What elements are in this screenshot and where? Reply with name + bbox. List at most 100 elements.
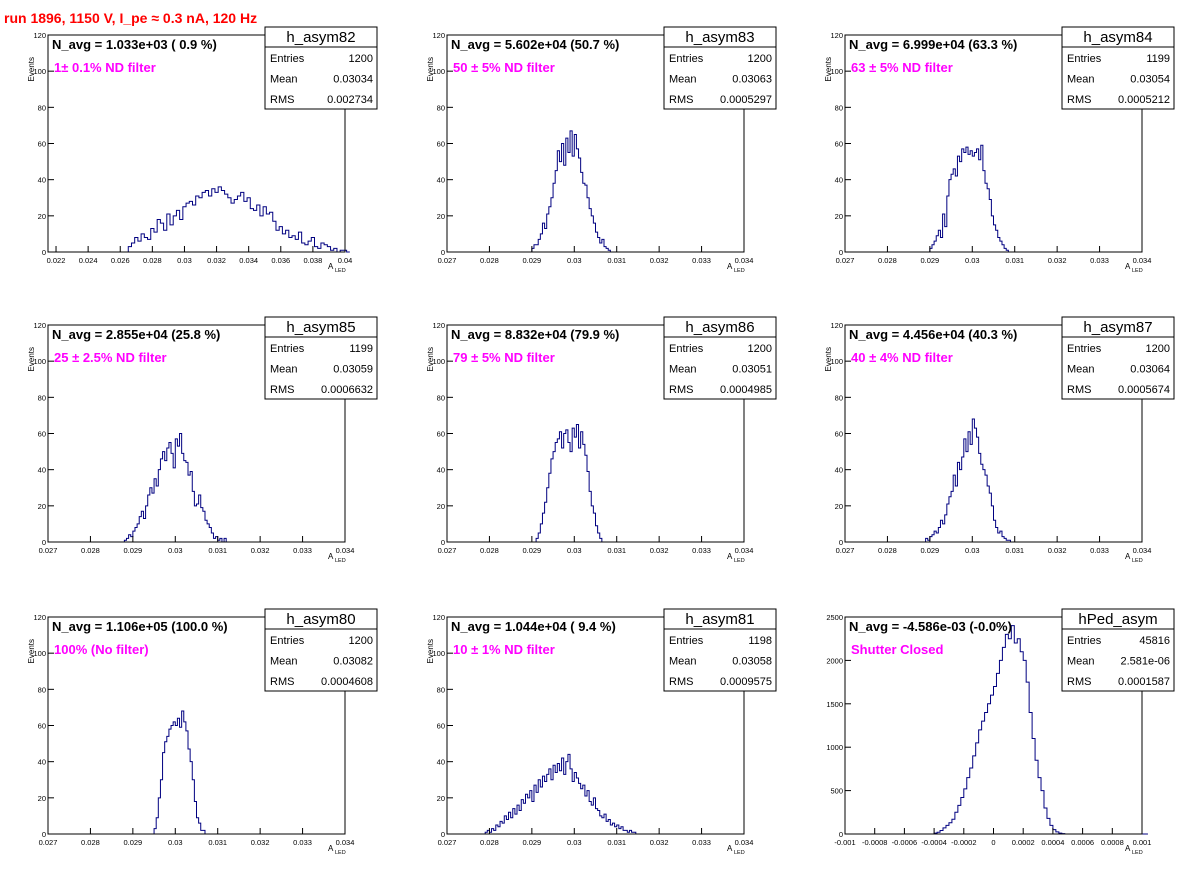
y-tick-label: 60: [38, 430, 46, 439]
x-tick-label: 0.028: [143, 256, 162, 265]
y-tick-label: 80: [38, 685, 46, 694]
y-tick-label: 100: [432, 649, 445, 658]
stats-title: h_asym87: [1083, 319, 1152, 336]
x-tick-label: 0: [991, 838, 995, 847]
stats-box: [663, 608, 777, 692]
y-axis-label: Events: [27, 347, 36, 371]
y-tick-label: 0: [42, 830, 46, 839]
stats-key: RMS: [270, 384, 294, 396]
y-axis-label: Events: [426, 57, 435, 81]
x-tick-label: 0.034: [336, 546, 355, 555]
x-tick-label: 0.034: [1133, 256, 1152, 265]
stats-key: Mean: [1067, 364, 1095, 376]
x-axis-label-sub: LED: [1132, 268, 1143, 274]
x-tick-label: 0.03: [168, 838, 183, 847]
stats-key: Entries: [1067, 635, 1102, 647]
stats-value: 1198: [748, 635, 772, 647]
x-axis-label-sub: LED: [734, 558, 745, 564]
y-tick-label: 20: [437, 502, 445, 511]
y-tick-label: 100: [830, 67, 843, 76]
x-tick-label: 0.029: [920, 546, 939, 555]
stats-box: [264, 316, 378, 400]
filter-label: 63 ± 5% ND filter: [851, 60, 953, 75]
x-axis-label: A: [328, 552, 334, 561]
x-tick-label: 0.029: [123, 546, 142, 555]
filter-label: 100% (No filter): [54, 642, 149, 657]
stats-value: 0.03063: [732, 74, 772, 86]
x-tick-label: 0.038: [304, 256, 323, 265]
y-tick-label: 100: [432, 67, 445, 76]
y-tick-label: 100: [830, 357, 843, 366]
y-axis-label: Events: [824, 347, 833, 371]
y-tick-label: 20: [38, 794, 46, 803]
y-tick-label: 100: [33, 357, 46, 366]
y-tick-label: 60: [835, 430, 843, 439]
stats-box: [1061, 316, 1175, 400]
x-tick-label: 0.028: [81, 838, 100, 847]
stats-key: Entries: [669, 53, 704, 65]
y-tick-label: 2500: [826, 613, 843, 622]
stats-title: h_asym81: [685, 611, 754, 628]
x-tick-label: 0.034: [735, 838, 754, 847]
x-tick-label: -0.0002: [951, 838, 976, 847]
stats-title: h_asym86: [685, 319, 754, 336]
histogram-line: [48, 433, 345, 543]
y-axis-label: Events: [27, 639, 36, 663]
page-title: run 1896, 1150 V, I_pe ≈ 0.3 nA, 120 Hz: [4, 10, 258, 26]
filter-label: 79 ± 5% ND filter: [453, 350, 555, 365]
x-tick-label: 0.03: [965, 546, 980, 555]
y-tick-label: 0: [441, 248, 445, 257]
stats-value: 0.0005212: [1118, 94, 1170, 106]
stats-key: Entries: [270, 343, 305, 355]
x-tick-label: 0.031: [607, 546, 626, 555]
y-tick-label: 60: [437, 140, 445, 149]
y-tick-label: 500: [830, 787, 843, 796]
x-tick-label: 0.027: [438, 838, 457, 847]
x-tick-label: 0.022: [47, 256, 66, 265]
x-tick-label: 0.03: [567, 838, 582, 847]
x-axis-label: A: [328, 844, 334, 853]
stats-key: Mean: [1067, 656, 1095, 668]
stats-value: 0.03051: [732, 364, 772, 376]
y-tick-label: 40: [38, 758, 46, 767]
x-tick-label: 0.027: [438, 256, 457, 265]
y-tick-label: 1000: [826, 743, 843, 752]
y-tick-label: 120: [830, 321, 843, 330]
y-tick-label: 120: [33, 613, 46, 622]
navg-label: N_avg = 1.044e+04 ( 9.4 %): [451, 619, 616, 634]
x-tick-label: 0.033: [1090, 546, 1109, 555]
stats-key: Entries: [270, 635, 305, 647]
histogram-line: [447, 753, 744, 835]
y-tick-label: 20: [437, 794, 445, 803]
x-tick-label: 0.034: [1133, 546, 1152, 555]
y-tick-label: 80: [437, 103, 445, 112]
x-tick-label: 0.029: [522, 838, 541, 847]
y-tick-label: 40: [835, 466, 843, 475]
x-axis-label-sub: LED: [734, 268, 745, 274]
stats-box: [663, 26, 777, 110]
stats-key: RMS: [270, 676, 294, 688]
stats-title: h_asym80: [286, 611, 355, 628]
histogram-line: [48, 186, 350, 253]
x-tick-label: 0.032: [251, 838, 270, 847]
stats-key: Entries: [1067, 53, 1102, 65]
histogram-h_asym85: 0.027 0.028 0.029 0.03 0.031 0.032 0.033 0.034 0…: [27, 316, 378, 564]
filter-label: 40 ± 4% ND filter: [851, 350, 953, 365]
stats-title: h_asym83: [685, 29, 754, 46]
y-tick-label: 2000: [826, 656, 843, 665]
y-tick-label: 100: [432, 357, 445, 366]
histogram-line: [447, 130, 744, 253]
navg-label: N_avg = 2.855e+04 (25.8 %): [52, 327, 220, 342]
histogram-hPed_asym: -0.001 -0.0008 -0.0006 -0.0004 -0.0002 0 0.000…: [826, 608, 1175, 856]
x-axis-label: A: [1125, 552, 1131, 561]
x-tick-label: 0.034: [735, 256, 754, 265]
x-tick-label: 0.033: [692, 256, 711, 265]
x-tick-label: 0.033: [293, 838, 312, 847]
y-tick-label: 120: [830, 31, 843, 40]
stats-value: 1200: [748, 343, 772, 355]
stats-key: Entries: [669, 343, 704, 355]
stats-value: 0.0001587: [1118, 676, 1170, 688]
y-tick-label: 120: [432, 613, 445, 622]
y-tick-label: 0: [42, 538, 46, 547]
x-axis-label: A: [328, 262, 334, 271]
